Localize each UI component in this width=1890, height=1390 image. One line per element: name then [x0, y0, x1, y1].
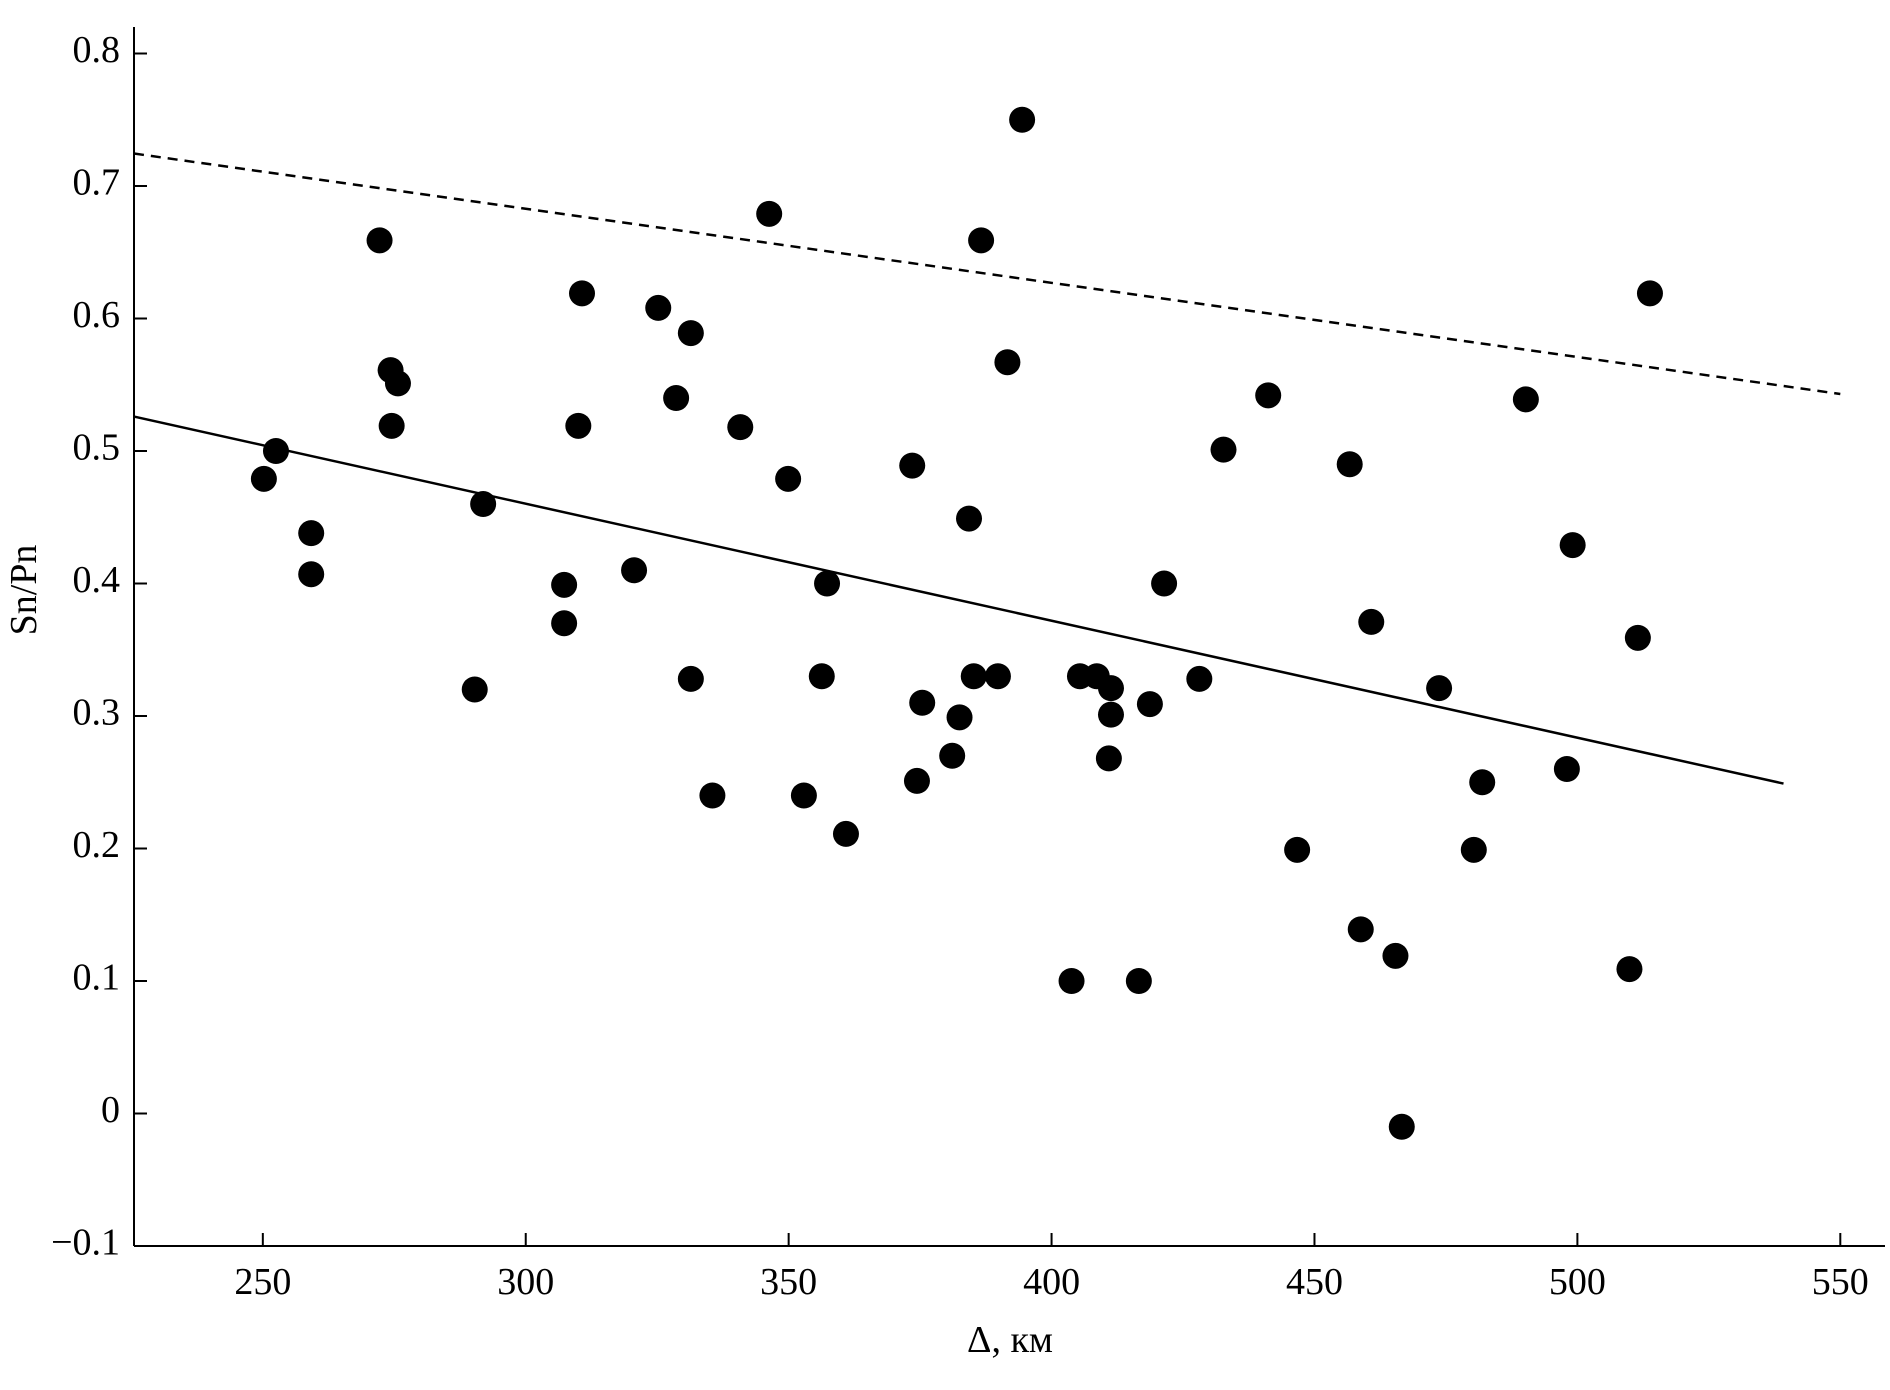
point	[1616, 956, 1643, 983]
point	[1512, 386, 1539, 413]
x-axis-label: Δ, км	[967, 1319, 1053, 1361]
point	[1336, 451, 1363, 478]
trend-line	[133, 152, 1841, 396]
point	[909, 689, 936, 716]
y-tick-label: 0.3	[73, 692, 121, 734]
point	[470, 491, 497, 517]
point	[677, 665, 704, 692]
point	[814, 570, 841, 597]
point	[569, 280, 596, 307]
y-tick-label: 0.1	[73, 957, 121, 999]
point	[1210, 436, 1237, 463]
point	[946, 704, 973, 731]
point	[565, 412, 592, 439]
x-tick-label: 350	[760, 1261, 817, 1303]
point	[1388, 1113, 1415, 1140]
point	[378, 412, 405, 439]
point	[832, 820, 859, 847]
point	[956, 505, 983, 532]
point	[968, 227, 995, 254]
point	[551, 571, 578, 598]
point	[1186, 665, 1213, 692]
point	[1009, 106, 1036, 133]
x-tick-label: 550	[1812, 1261, 1869, 1303]
point	[1624, 624, 1651, 651]
point	[262, 438, 289, 464]
point	[663, 385, 690, 411]
point	[899, 452, 926, 479]
point	[1255, 382, 1282, 409]
point	[551, 610, 578, 637]
point	[790, 782, 817, 809]
point	[1553, 756, 1580, 782]
point	[384, 370, 411, 397]
x-tick-label: 300	[497, 1261, 554, 1303]
point	[994, 349, 1021, 376]
y-tick-label: 0.4	[73, 559, 121, 601]
point	[775, 465, 802, 492]
y-tick-label: 0	[101, 1089, 120, 1131]
point	[808, 663, 835, 690]
point	[461, 676, 488, 703]
point	[756, 200, 783, 227]
point	[939, 742, 966, 769]
point	[1358, 608, 1385, 635]
point	[366, 227, 393, 254]
y-tick-label: 0.5	[73, 427, 121, 469]
y-tick-label: 0.6	[73, 294, 121, 336]
y-tick-label: −0.1	[51, 1222, 120, 1264]
x-tick-label: 400	[1023, 1261, 1080, 1303]
y-tick-label: 0.7	[73, 162, 121, 204]
point	[699, 782, 726, 809]
point	[1636, 280, 1663, 307]
point	[1460, 836, 1487, 863]
point	[298, 520, 325, 547]
point	[1426, 675, 1453, 702]
point	[960, 663, 987, 690]
point	[1125, 968, 1152, 994]
point	[903, 767, 930, 794]
y-axis-label: Sn/Pn	[3, 545, 45, 636]
point	[1097, 701, 1124, 728]
point	[1097, 675, 1124, 702]
point	[1347, 916, 1374, 943]
point	[250, 465, 277, 492]
point	[1382, 942, 1409, 969]
point	[298, 561, 325, 588]
point	[1469, 769, 1496, 796]
point	[1136, 691, 1163, 718]
x-tick-label: 500	[1549, 1261, 1606, 1303]
point	[621, 557, 648, 584]
point	[677, 320, 704, 347]
y-tick-label: 0.8	[73, 29, 121, 71]
point	[727, 414, 754, 441]
point	[1559, 532, 1586, 559]
x-tick-label: 250	[234, 1261, 291, 1303]
point	[1151, 570, 1178, 597]
x-tick-label: 450	[1286, 1261, 1343, 1303]
y-tick-label: 0.2	[73, 824, 121, 866]
point	[1095, 745, 1122, 772]
point	[645, 294, 672, 321]
point	[984, 663, 1011, 690]
point	[1058, 968, 1085, 994]
point	[1284, 836, 1311, 863]
trend-line	[133, 415, 1784, 785]
